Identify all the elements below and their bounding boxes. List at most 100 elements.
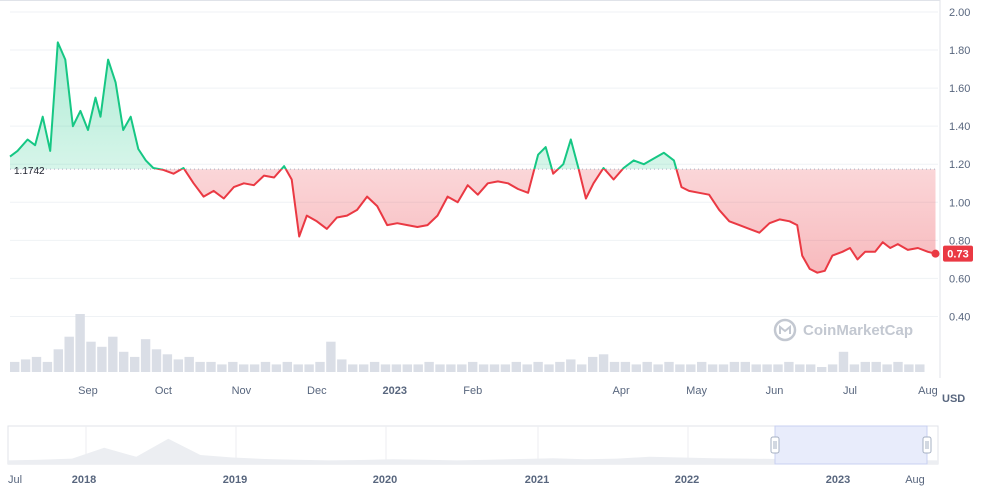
watermark: CoinMarketCap	[773, 318, 913, 342]
x-tick-label: 2023	[383, 385, 407, 397]
volume-bar	[849, 364, 860, 372]
current-price-dot	[931, 249, 940, 258]
volume-bar	[369, 361, 380, 372]
volume-bar	[893, 361, 903, 372]
volume-bar	[555, 361, 565, 372]
volume-bar	[631, 364, 641, 372]
volume-bar	[31, 356, 42, 372]
watermark-brand-text: CoinMarketCap	[803, 322, 913, 339]
x-tick-label: Oct	[155, 385, 172, 397]
overview-left-handle[interactable]	[770, 436, 780, 454]
overview-x-label: 2019	[223, 474, 247, 486]
overview-x-label: 2020	[373, 474, 397, 486]
y-tick-label: 0.80	[949, 235, 970, 247]
volume-bar	[707, 364, 718, 372]
y-tick-label: 1.20	[949, 159, 970, 171]
volume-bar	[511, 361, 521, 372]
volume-bar	[337, 359, 347, 372]
overview-x-label: 2021	[525, 474, 549, 486]
reference-line: 1.1742	[10, 166, 938, 177]
volume-bar	[653, 364, 663, 372]
current-price-badge	[943, 245, 973, 262]
volume-bar	[686, 364, 696, 372]
overview-x-label: 2018	[72, 474, 96, 486]
volume-bar	[489, 364, 500, 372]
volume-bar	[860, 361, 870, 372]
area-fill	[10, 42, 936, 273]
volume-bar	[806, 364, 816, 372]
overview-navigator[interactable]: Jul 2018 2019 2020 2021 2022 2023 Aug	[7, 425, 939, 486]
x-tick-label: Dec	[307, 385, 327, 397]
volume-bar	[827, 364, 838, 372]
y-axis: 2.00 1.80 1.60 1.40 1.20 1.00 0.80 0.60 0.40	[949, 7, 970, 323]
area-above-reference	[10, 42, 936, 170]
volume-bar	[173, 359, 183, 372]
volume-bar	[10, 361, 20, 372]
y-tick-label: 1.40	[949, 121, 970, 133]
volume-bar	[871, 361, 881, 372]
volume-bar	[293, 364, 303, 372]
current-price: 0.73	[931, 245, 973, 262]
volume-bar	[86, 341, 96, 372]
volume-bar	[718, 364, 729, 372]
currency-unit-label: USD	[942, 393, 965, 405]
x-tick-label: Nov	[232, 385, 252, 397]
x-tick-label: Jul	[843, 385, 857, 397]
volume-bar	[119, 351, 129, 372]
volume-bar	[348, 364, 358, 372]
price-line-below	[153, 169, 936, 274]
volume-bar	[402, 364, 412, 372]
volume-bar	[260, 361, 271, 372]
volume-bar	[751, 364, 761, 372]
volume-bar	[784, 361, 794, 372]
y-tick-label: 1.80	[949, 45, 970, 57]
volume-bar	[566, 359, 576, 372]
volume-bar	[609, 361, 620, 372]
volume-bar	[53, 349, 63, 372]
volume-bar	[577, 364, 587, 372]
volume-bar	[446, 364, 456, 372]
volume-bar	[217, 364, 227, 372]
volume-bar	[588, 356, 598, 372]
overview-x-label: Aug	[905, 474, 925, 486]
y-tick-label: 0.60	[949, 273, 970, 285]
volume-bar	[882, 364, 892, 372]
volume-bar	[42, 361, 53, 372]
volume-bar	[620, 361, 631, 372]
volume-bars	[10, 314, 925, 372]
overview-x-label: Jul	[8, 474, 22, 486]
volume-bar	[97, 346, 107, 372]
volume-bar	[478, 364, 489, 372]
price-line-above	[9, 41, 678, 170]
volume-bar	[533, 361, 543, 372]
volume-bar	[762, 364, 772, 372]
volume-bar	[598, 354, 609, 372]
volume-bar	[817, 367, 827, 372]
volume-bar	[326, 341, 336, 372]
overview-right-handle[interactable]	[922, 436, 932, 454]
volume-bar	[544, 364, 554, 372]
volume-bar	[740, 361, 750, 372]
volume-bar	[64, 336, 74, 372]
volume-bar	[151, 349, 162, 372]
volume-bar	[697, 361, 707, 372]
volume-bar	[729, 361, 740, 372]
volume-bar	[184, 356, 194, 372]
y-tick-label: 1.00	[949, 197, 970, 209]
volume-bar	[108, 336, 118, 372]
volume-bar	[413, 364, 423, 372]
volume-bar	[380, 364, 391, 372]
volume-bar	[468, 361, 478, 372]
volume-bar	[795, 364, 805, 372]
volume-bar	[271, 364, 282, 372]
volume-bar	[435, 364, 445, 372]
volume-bar	[500, 364, 511, 372]
grid	[0, 0, 941, 378]
volume-bar	[522, 364, 532, 372]
volume-bar	[424, 361, 434, 372]
reference-price-label: 1.1742	[14, 166, 45, 177]
volume-bar	[20, 359, 31, 372]
volume-bar	[162, 354, 173, 372]
volume-bar	[391, 364, 402, 372]
